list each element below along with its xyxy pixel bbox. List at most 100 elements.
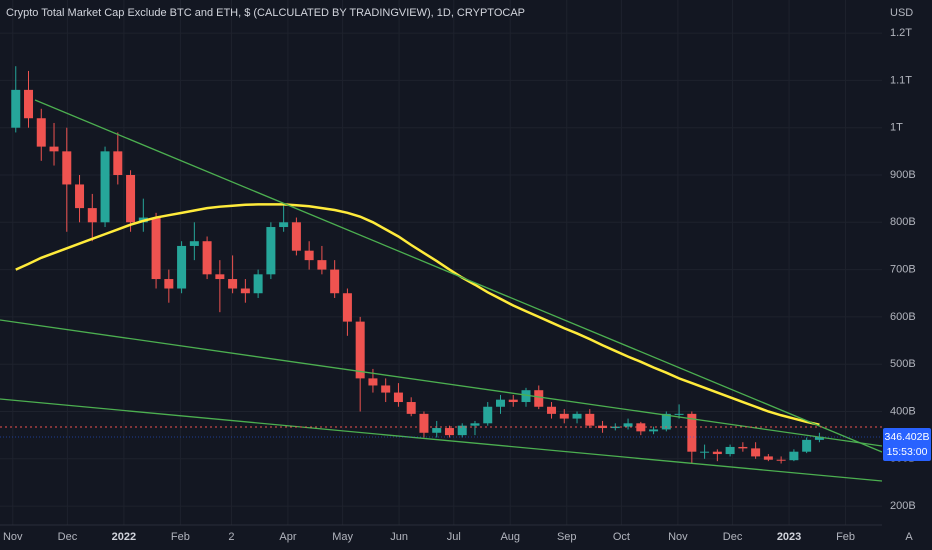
candle-body bbox=[266, 227, 276, 275]
time-axis bbox=[0, 525, 932, 550]
candle-body bbox=[508, 399, 518, 403]
candle-body bbox=[483, 406, 493, 424]
candle-body bbox=[151, 217, 161, 280]
y-tick-label: 700B bbox=[890, 264, 916, 276]
candle-body bbox=[49, 146, 59, 152]
candle-body bbox=[75, 184, 85, 209]
candle-body bbox=[419, 413, 429, 433]
candle-body bbox=[495, 399, 505, 407]
candle-body bbox=[291, 222, 301, 251]
candle-body bbox=[100, 151, 110, 223]
x-tick-label: 2023 bbox=[777, 531, 801, 543]
x-tick-label: Apr bbox=[279, 531, 296, 543]
candle-body bbox=[712, 451, 722, 455]
candle-body bbox=[381, 385, 391, 393]
plot bbox=[11, 66, 824, 464]
candle-body bbox=[802, 439, 812, 452]
y-tick-label: 600B bbox=[890, 311, 916, 323]
last-price-label: 346.402B bbox=[885, 431, 930, 443]
y-tick-label: 900B bbox=[890, 169, 916, 181]
trend-line bbox=[0, 398, 883, 482]
x-tick-label: Feb bbox=[171, 531, 190, 543]
y-tick-label: 1T bbox=[890, 122, 903, 134]
candle-body bbox=[661, 413, 671, 430]
candle-body bbox=[534, 390, 544, 407]
candle-body bbox=[457, 425, 467, 436]
x-tick-label: Jun bbox=[390, 531, 408, 543]
auto-scale-icon[interactable]: A bbox=[905, 531, 913, 543]
candle-body bbox=[87, 208, 97, 223]
countdown: 15:53:00 bbox=[887, 446, 928, 458]
candle-body bbox=[470, 423, 480, 426]
x-tick-label: May bbox=[332, 531, 353, 543]
candle-body bbox=[649, 429, 659, 432]
candle-body bbox=[368, 378, 378, 386]
x-tick-label: Aug bbox=[500, 531, 520, 543]
candle-body bbox=[572, 413, 582, 419]
candle-body bbox=[623, 423, 633, 427]
candle-body bbox=[776, 459, 786, 461]
x-tick-label: 2 bbox=[228, 531, 234, 543]
x-tick-label: Dec bbox=[58, 531, 78, 543]
candle-body bbox=[126, 175, 136, 223]
candle-body bbox=[355, 321, 365, 379]
y-tick-label: 400B bbox=[890, 405, 916, 417]
x-tick-label: Oct bbox=[613, 531, 630, 543]
x-tick-label: Sep bbox=[557, 531, 577, 543]
candle-body bbox=[164, 279, 174, 289]
x-tick-label: Nov bbox=[3, 531, 23, 543]
candle-body bbox=[11, 89, 21, 128]
candle-body bbox=[738, 446, 748, 449]
axes: 200B300B400B500B600B700B800B900B1T1.1T1.… bbox=[3, 27, 916, 543]
x-tick-label: Dec bbox=[723, 531, 743, 543]
candle-body bbox=[700, 451, 710, 453]
x-tick-label: Jul bbox=[447, 531, 461, 543]
x-tick-label: Nov bbox=[668, 531, 688, 543]
candle-body bbox=[687, 413, 697, 452]
candle-body bbox=[202, 241, 212, 275]
trend-line bbox=[34, 99, 883, 453]
candle-body bbox=[547, 406, 557, 414]
candle-body bbox=[789, 451, 799, 461]
candle-body bbox=[763, 456, 773, 460]
auto-scale-button[interactable] bbox=[898, 527, 920, 547]
last-price-box bbox=[883, 428, 931, 461]
grid bbox=[0, 0, 882, 525]
candle-body bbox=[559, 413, 569, 419]
trend-line bbox=[0, 319, 883, 447]
candle-body bbox=[432, 428, 442, 433]
candle-body bbox=[62, 151, 72, 185]
candle-body bbox=[304, 250, 314, 261]
y-tick-label: 800B bbox=[890, 216, 916, 228]
candle-body bbox=[177, 245, 187, 289]
candle-body bbox=[24, 89, 34, 119]
moving-average bbox=[15, 203, 820, 426]
candle-body bbox=[113, 151, 123, 175]
candle-body bbox=[240, 288, 250, 294]
candle-body bbox=[814, 436, 824, 440]
candle-body bbox=[521, 390, 531, 403]
candle-body bbox=[36, 118, 46, 147]
candle-body bbox=[215, 274, 225, 280]
candle-body bbox=[725, 446, 735, 455]
candle-body bbox=[751, 448, 761, 457]
y-tick-label: 1.2T bbox=[890, 27, 912, 39]
candle-body bbox=[598, 425, 608, 429]
candle-body bbox=[393, 392, 403, 403]
candle-body bbox=[406, 402, 416, 414]
y-tick-label: 200B bbox=[890, 500, 916, 512]
x-tick-label: Feb bbox=[836, 531, 855, 543]
candle-body bbox=[674, 413, 684, 415]
y-tick-label: 1.1T bbox=[890, 74, 912, 86]
x-tick-label: 2022 bbox=[112, 531, 136, 543]
currency: USD bbox=[890, 7, 913, 19]
candle-body bbox=[279, 222, 289, 228]
candle-body bbox=[189, 241, 199, 246]
candle-body bbox=[330, 269, 340, 294]
y-tick-label: 500B bbox=[890, 358, 916, 370]
candle-body bbox=[342, 293, 352, 322]
candle-body bbox=[444, 428, 454, 436]
candle-body bbox=[585, 413, 595, 426]
